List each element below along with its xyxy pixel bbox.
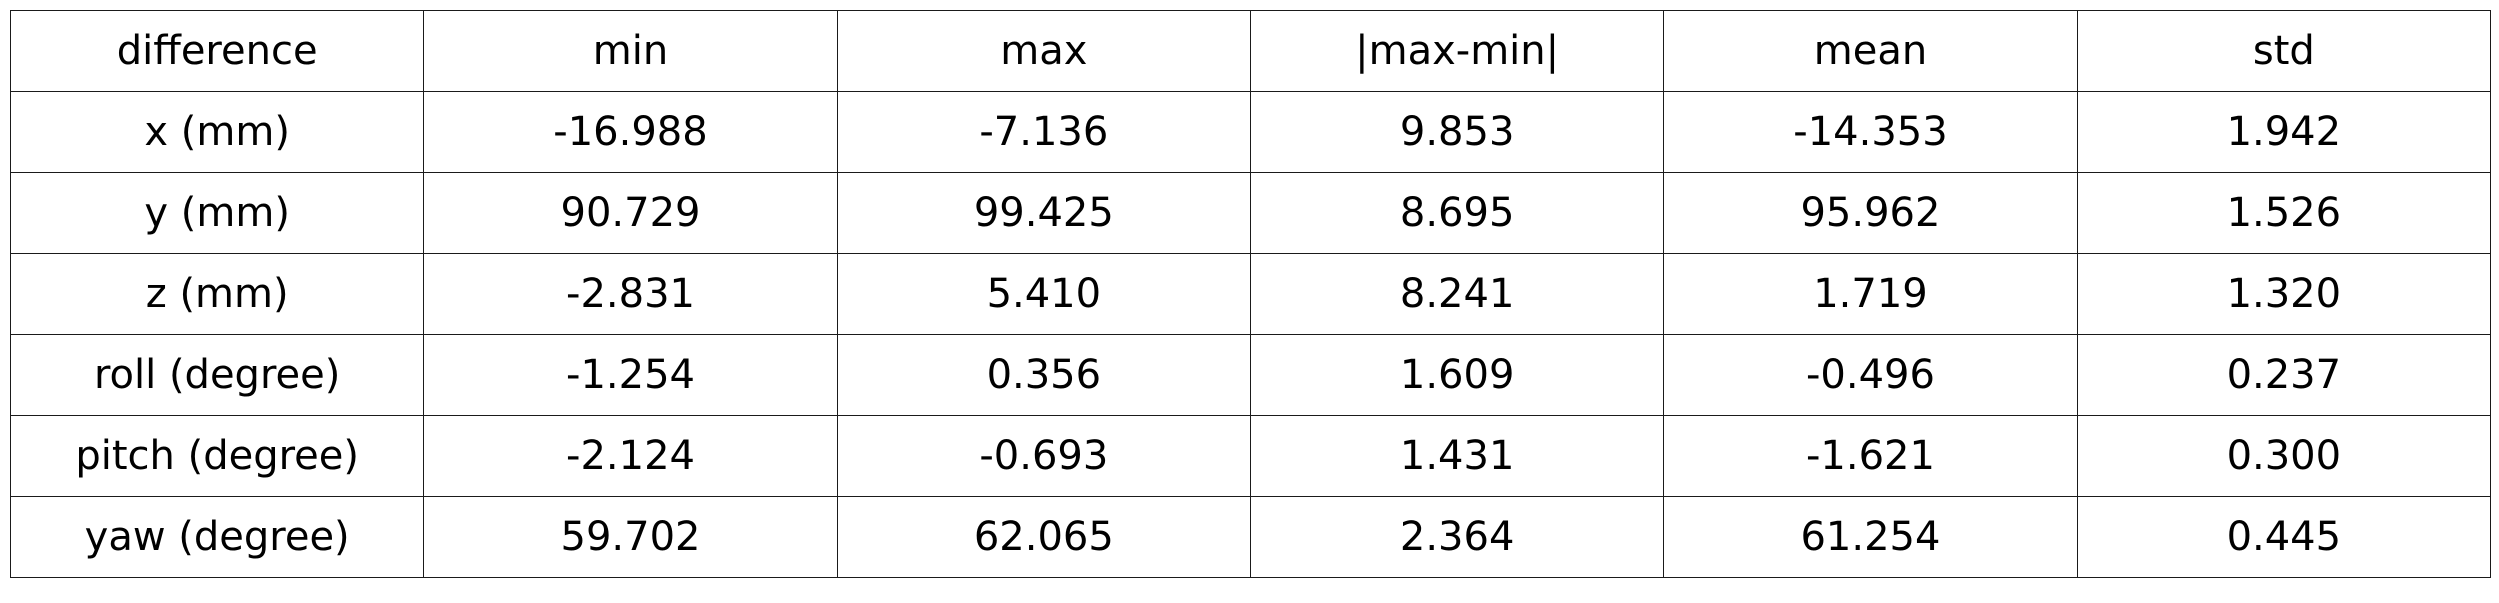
- value-cell: 0.237: [2076, 334, 2492, 416]
- value-cell: -7.136: [836, 91, 1251, 173]
- value-cell: 2.364: [1249, 496, 1665, 578]
- table-row: yaw (degree) 59.702 62.065 2.364 61.254 0.445: [9, 496, 2492, 578]
- table-row: y (mm) 90.729 99.425 8.695 95.962 1.526: [9, 172, 2492, 254]
- table-row: z (mm) -2.831 5.410 8.241 1.719 1.320: [9, 253, 2492, 335]
- row-label-cell: yaw (degree): [9, 496, 425, 578]
- row-label-cell: z (mm): [9, 253, 425, 335]
- value-cell: 1.320: [2076, 253, 2492, 335]
- value-cell: -0.693: [836, 415, 1251, 497]
- column-header: max: [836, 10, 1251, 92]
- value-cell: -0.496: [1663, 334, 2078, 416]
- row-label-cell: roll (degree): [9, 334, 425, 416]
- column-header: mean: [1663, 10, 2078, 92]
- table-row: x (mm) -16.988 -7.136 9.853 -14.353 1.942: [9, 91, 2492, 173]
- value-cell: 0.356: [836, 334, 1251, 416]
- value-cell: 1.719: [1663, 253, 2078, 335]
- value-cell: 1.942: [2076, 91, 2492, 173]
- column-header: std: [2076, 10, 2492, 92]
- column-header: |max-min|: [1249, 10, 1665, 92]
- row-label-cell: pitch (degree): [9, 415, 425, 497]
- column-header: min: [423, 10, 838, 92]
- value-cell: 59.702: [423, 496, 838, 578]
- value-cell: -2.831: [423, 253, 838, 335]
- value-cell: -14.353: [1663, 91, 2078, 173]
- value-cell: 8.241: [1249, 253, 1665, 335]
- row-label-cell: y (mm): [9, 172, 425, 254]
- value-cell: 5.410: [836, 253, 1251, 335]
- table-row: roll (degree) -1.254 0.356 1.609 -0.496 0.237: [9, 334, 2492, 416]
- value-cell: 0.300: [2076, 415, 2492, 497]
- value-cell: -16.988: [423, 91, 838, 173]
- row-label-cell: x (mm): [9, 91, 425, 173]
- value-cell: 0.445: [2076, 496, 2492, 578]
- statistics-table: difference min max |max-min| mean std x (mm) -…: [9, 10, 2492, 578]
- value-cell: -1.621: [1663, 415, 2078, 497]
- value-cell: -2.124: [423, 415, 838, 497]
- value-cell: 1.526: [2076, 172, 2492, 254]
- table-header-row: difference min max |max-min| mean std: [9, 10, 2492, 92]
- value-cell: 99.425: [836, 172, 1251, 254]
- value-cell: 1.431: [1249, 415, 1665, 497]
- value-cell: 8.695: [1249, 172, 1665, 254]
- value-cell: 1.609: [1249, 334, 1665, 416]
- value-cell: 95.962: [1663, 172, 2078, 254]
- column-header: difference: [9, 10, 425, 92]
- value-cell: 61.254: [1663, 496, 2078, 578]
- value-cell: 90.729: [423, 172, 838, 254]
- value-cell: -1.254: [423, 334, 838, 416]
- value-cell: 9.853: [1249, 91, 1665, 173]
- table-body: x (mm) -16.988 -7.136 9.853 -14.353 1.942 y (m…: [9, 91, 2492, 578]
- table-row: pitch (degree) -2.124 -0.693 1.431 -1.621 0.3…: [9, 415, 2492, 497]
- value-cell: 62.065: [836, 496, 1251, 578]
